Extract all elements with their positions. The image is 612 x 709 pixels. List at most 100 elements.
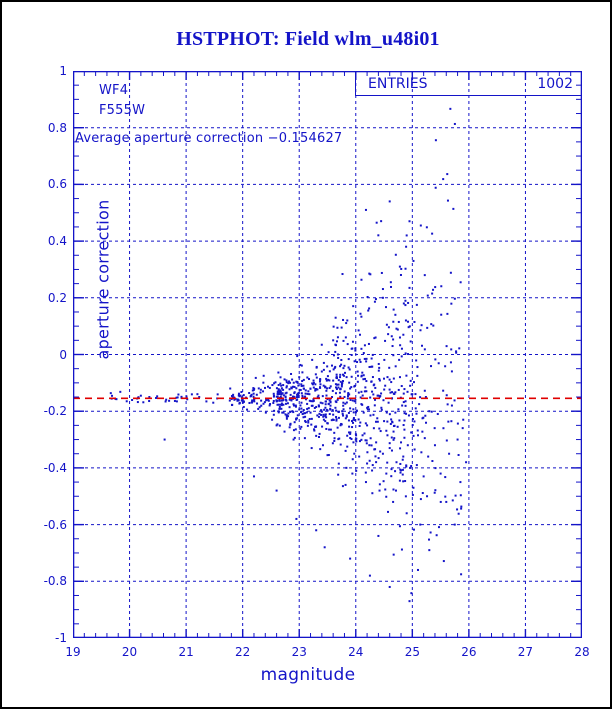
data-point [337,386,340,389]
data-point [343,390,346,393]
data-point [282,388,285,391]
data-point [292,411,295,414]
x-tick-label: 19 [65,645,81,659]
data-point [297,396,300,399]
data-point [324,413,327,416]
data-point [374,398,377,401]
data-point [378,483,381,486]
data-point [442,560,445,563]
data-point [349,432,352,435]
data-point [400,355,403,358]
data-point [360,315,363,318]
data-point [297,392,300,395]
data-point [328,428,331,431]
data-point [288,426,291,429]
data-point [372,393,375,396]
data-point [348,368,351,371]
data-point [250,401,253,404]
data-point [412,259,415,262]
data-point [315,529,318,532]
data-point [324,415,327,418]
y-tick-label: -1 [55,631,67,645]
x-tick-label: 26 [461,645,477,659]
data-point [265,399,268,402]
data-point [369,437,372,440]
data-point [411,493,414,496]
data-point [290,387,293,390]
data-point [277,389,280,392]
data-point [402,392,405,395]
data-point [325,389,328,392]
data-point [136,401,139,404]
data-point [348,393,351,396]
data-point [373,337,376,340]
data-point [302,416,305,419]
data-point [312,386,315,389]
data-point [337,473,340,476]
data-point [420,324,423,327]
data-point [391,420,394,423]
data-point [336,336,339,339]
data-point [399,471,402,474]
data-point [390,449,393,452]
data-point [334,343,337,346]
data-point [339,424,342,427]
data-point [311,358,314,361]
data-point [335,340,338,343]
data-point [334,350,337,353]
data-point [414,393,417,396]
data-point [385,472,388,475]
data-point [342,373,345,376]
data-point [340,385,343,388]
data-point [292,438,295,441]
data-point [327,351,330,354]
data-point [364,471,367,474]
data-point [332,339,335,342]
data-point [325,379,328,382]
data-point [315,388,318,391]
data-point [296,392,299,395]
data-point [335,373,338,376]
data-point [233,396,236,399]
data-point [456,508,459,511]
data-point [331,442,334,445]
data-point [408,286,411,289]
data-point [287,412,290,415]
data-point [296,355,299,358]
data-point [148,396,151,399]
data-point [388,585,391,588]
data-point [346,319,349,322]
data-point [392,438,395,441]
data-point [260,404,263,407]
data-point [273,409,276,412]
data-point [398,376,401,379]
data-point [306,402,309,405]
data-point [383,420,386,423]
data-point [317,435,320,438]
data-point [307,407,310,410]
data-point [293,385,296,388]
data-point [296,414,299,417]
data-point [340,358,343,361]
data-point [354,347,357,350]
data-point [272,413,275,416]
data-point [316,396,319,399]
data-point [437,362,440,365]
data-point [368,272,371,275]
data-point [425,226,428,229]
data-point [338,391,341,394]
data-point [176,396,179,399]
data-point [302,412,305,415]
data-point [416,434,419,437]
data-point [315,434,318,437]
data-point [323,546,326,549]
data-point [321,402,324,405]
data-point [402,480,405,483]
data-point [340,326,343,329]
data-point [294,405,297,408]
y-tick-label: -0.4 [43,460,67,475]
data-point [279,389,282,392]
data-point [387,326,390,329]
data-point [369,273,372,276]
